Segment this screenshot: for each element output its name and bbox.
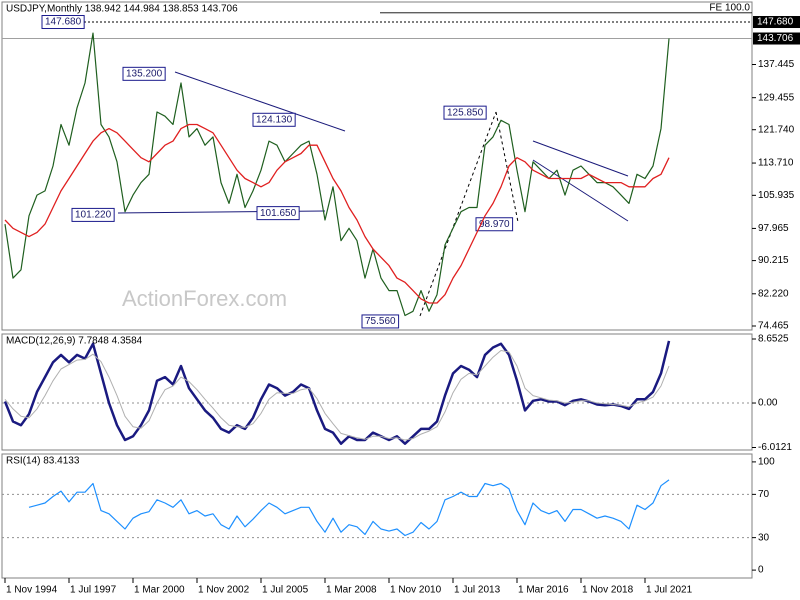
y-tick-label: 30 (758, 532, 770, 543)
fe-label: FE 100.0 (709, 2, 750, 13)
x-tick-label: 1 Nov 2018 (582, 585, 634, 596)
annotation-label: 125.850 (447, 107, 484, 118)
panel-title: RSI(14) 83.4133 (6, 456, 80, 467)
watermark: ActionForex.com (122, 286, 287, 311)
annotation-box (41, 15, 85, 30)
annotation-box (122, 66, 166, 81)
x-tick-label: 1 Jul 2021 (646, 585, 693, 596)
panel-title: USDJPY,Monthly 138.942 144.984 138.853 1… (6, 4, 238, 15)
x-tick-label: 1 Mar 2008 (326, 585, 377, 596)
annotation-label: 101.650 (260, 208, 297, 219)
x-tick-label: 1 Nov 1994 (6, 585, 58, 596)
y-tick-label: 97.965 (758, 223, 789, 234)
annotation-box (256, 206, 300, 221)
annotation-label: 98.970 (479, 219, 510, 230)
annotation-label: 101.220 (75, 210, 112, 221)
projection-line (495, 111, 519, 223)
annotation-box (475, 217, 514, 232)
panel-frame (1, 1, 753, 331)
x-tick-label: 1 Nov 2010 (390, 585, 442, 596)
x-tick-label: 1 Jul 1997 (70, 585, 117, 596)
y-tick-label: 90.215 (758, 255, 789, 266)
annotation-box (361, 314, 400, 329)
panel-frame (1, 453, 753, 579)
channel-line (532, 159, 629, 222)
price-label: 143.706 (757, 33, 794, 44)
y-tick-label: 8.6525 (758, 334, 789, 345)
annotation-box (71, 207, 115, 222)
y-tick-label: -6.0121 (758, 442, 792, 453)
series-line (4, 350, 670, 441)
x-tick-label: 1 Mar 2000 (134, 585, 185, 596)
y-tick-label: 74.465 (758, 321, 789, 332)
price-label-box (753, 16, 800, 29)
y-tick-label: 105.935 (758, 190, 795, 201)
series-line (28, 479, 670, 537)
trend-line (174, 71, 346, 132)
annotation-label: 147.680 (45, 17, 82, 28)
series-line (4, 32, 670, 317)
y-tick-label: 82.220 (758, 288, 789, 299)
series-line (4, 123, 670, 304)
price-label-box (753, 32, 800, 45)
trend-lines (117, 71, 629, 317)
x-tick-label: 1 Mar 2016 (518, 585, 569, 596)
annotation-label: 75.560 (365, 316, 396, 327)
channel-line (532, 140, 629, 177)
x-tick-label: 1 Nov 2002 (198, 585, 250, 596)
y-tick-label: 129.455 (758, 92, 795, 103)
y-tick-label: 100 (758, 457, 775, 468)
y-tick-label: 70 (758, 489, 770, 500)
annotation-label: 124.130 (256, 114, 293, 125)
annotation-box (252, 112, 296, 127)
y-tick-label: 137.445 (758, 59, 795, 70)
x-tick-label: 1 Jul 2005 (262, 585, 309, 596)
panel-frame (1, 333, 753, 451)
annotation-label: 135.200 (126, 68, 163, 79)
y-tick-label: 121.740 (758, 124, 795, 135)
x-tick-label: 1 Jul 2013 (454, 585, 501, 596)
y-tick-label: 0.00 (758, 398, 778, 409)
y-tick-label: 0 (758, 565, 764, 576)
panel-title: MACD(12,26,9) 7.7848 4.3584 (6, 336, 143, 347)
y-tick-label: 113.710 (758, 158, 794, 169)
annotation-box (443, 105, 487, 120)
projection-line (419, 111, 497, 317)
price-label: 147.680 (757, 17, 794, 28)
series-line (3, 340, 671, 445)
